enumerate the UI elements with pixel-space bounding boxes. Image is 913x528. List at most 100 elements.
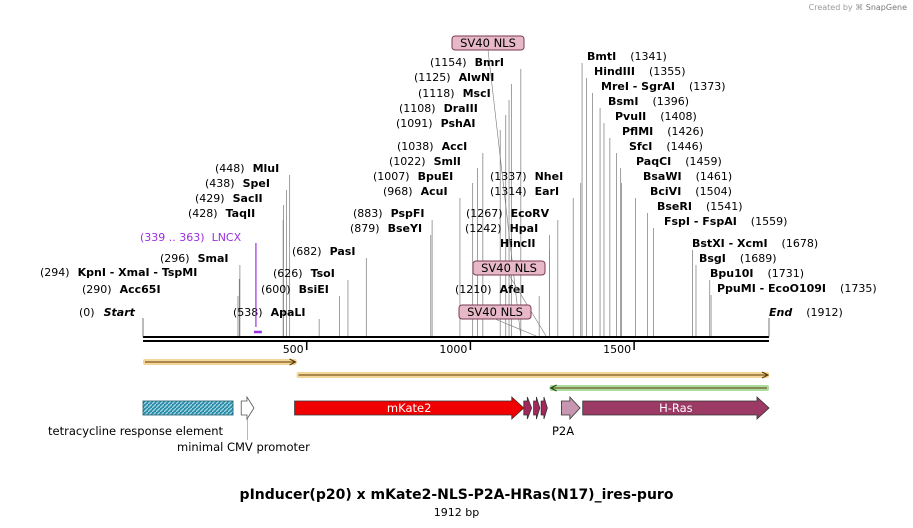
site-label: (682) PasI: [292, 245, 355, 258]
site-label: (1022) SmlI: [389, 155, 461, 168]
site-num: (1735): [840, 282, 877, 295]
site-name: PaqCI: [636, 155, 671, 168]
site-num: (296): [160, 252, 190, 265]
feature-label: minimal CMV promoter: [177, 440, 310, 454]
site-label: (626) TsoI: [273, 267, 335, 280]
feature-label: H-Ras: [659, 401, 693, 415]
site-name: PpuMI - EcoO109I: [717, 282, 826, 295]
site-num: (968): [383, 185, 413, 198]
site-label: PpuMI - EcoO109I (1735): [717, 282, 877, 295]
sequence-backbone: (0) Start End (1912): [79, 306, 843, 342]
site-num: (1396): [653, 95, 690, 108]
site-name: BsiEI: [299, 283, 329, 296]
site-label: (538) ApaLI: [233, 306, 306, 319]
site-label: (1242) HpaI: [465, 222, 538, 235]
site-num: (626): [273, 267, 303, 280]
site-num: (1314): [490, 185, 527, 198]
site-num: (1541): [706, 200, 743, 213]
site-num: (1731): [768, 267, 805, 280]
site-label: (1314) EarI: [490, 185, 559, 198]
nls-leader: [487, 49, 522, 338]
site-name: NheI: [535, 170, 564, 183]
site-label: BstXI - XcmI (1678): [692, 237, 818, 250]
site-label: PvuII (1408): [615, 110, 697, 123]
feature-arrow: [561, 395, 581, 421]
feature-label: P2A: [552, 424, 574, 438]
site-label: (290) Acc65I: [82, 283, 161, 296]
site-num: (1678): [782, 237, 819, 250]
site-label: BseRI (1541): [657, 200, 743, 213]
site-num: (682): [292, 245, 322, 258]
site-label: BsaWI (1461): [643, 170, 732, 183]
site-label: SfcI (1446): [629, 140, 703, 153]
feature-arrow: [294, 396, 525, 420]
site-name: ApaLI: [271, 306, 306, 319]
site-label: HincII: [500, 237, 536, 250]
site-name: HindIII: [594, 65, 635, 78]
feature-label: tetracycline response element: [48, 424, 224, 438]
site-label: (600) BsiEI: [261, 283, 329, 296]
site-label: (968) AcuI: [383, 185, 448, 198]
site-label: (883) PspFI: [353, 207, 425, 220]
lncx-label: (339 .. 363) LNCX: [140, 231, 242, 244]
site-label: (1210) AfeI: [455, 283, 524, 296]
end-name: End: [769, 306, 792, 319]
site-num: (1689): [740, 252, 777, 265]
site-name: BsmI: [608, 95, 639, 108]
site-name: HpaI: [510, 222, 539, 235]
site-label: PaqCI (1459): [636, 155, 722, 168]
sequence-length: 1912 bp: [433, 506, 480, 519]
site-name: BciVI: [650, 185, 681, 198]
site-label: (1108) DraIII: [399, 102, 478, 115]
site-label: (296) SmaI: [160, 252, 229, 265]
lncx-range: (339 .. 363): [140, 231, 205, 244]
site-name: TaqII: [226, 207, 256, 220]
site-name: HincII: [500, 237, 536, 250]
site-num: (1242): [465, 222, 502, 235]
site-num: (1355): [649, 65, 686, 78]
site-label: (1118) MscI: [418, 87, 491, 100]
site-name: MscI: [463, 87, 491, 100]
site-name: PspFI: [391, 207, 425, 220]
site-label: (294) KpnI - XmaI - TspMI: [40, 266, 197, 279]
ruler-tick-label: 500: [283, 343, 304, 356]
nls-leader: [494, 318, 539, 338]
site-num: (538): [233, 306, 263, 319]
start-name: Start: [104, 306, 136, 319]
site-num: (1210): [455, 283, 492, 296]
site-label: Bpu10I (1731): [710, 267, 804, 280]
start-label: (0) Start: [79, 306, 136, 319]
site-num: (883): [353, 207, 383, 220]
site-label: BmtI (1341): [587, 50, 667, 63]
site-name: EarI: [535, 185, 559, 198]
site-name: MluI: [253, 162, 280, 175]
site-num: (1373): [689, 80, 726, 93]
site-num: (1125): [414, 71, 451, 84]
site-num: (1459): [685, 155, 722, 168]
site-name: SmaI: [198, 252, 229, 265]
site-num: (1461): [696, 170, 733, 183]
ruler-tick-label: 1500: [603, 343, 631, 356]
site-num: (879): [350, 222, 380, 235]
site-label: (428) TaqII: [188, 207, 255, 220]
feature-arrow: [533, 396, 541, 420]
site-label: (1154)BmrI: [430, 56, 504, 69]
site-num: (1022): [389, 155, 426, 168]
site-num: (1341): [630, 50, 667, 63]
site-name: PshAI: [441, 117, 476, 130]
feature-label: mKate2: [387, 401, 432, 415]
site-label: (879) BseYI: [350, 222, 422, 235]
map-title: pInducer(p20) x mKate2-NLS-P2A-HRas(N17)…: [239, 487, 674, 503]
site-num: (294): [40, 266, 70, 279]
site-num: (1154): [430, 56, 467, 69]
orf-arrows: [143, 358, 770, 392]
site-num: (1118): [418, 87, 455, 100]
site-num: (1108): [399, 102, 436, 115]
start-num: (0): [79, 306, 95, 319]
site-name: AccI: [442, 140, 468, 153]
ruler-ticks: 500 1000 1500: [283, 341, 635, 356]
site-label: (1091) PshAI: [396, 117, 475, 130]
credit-prefix: Created by: [808, 3, 853, 12]
nls-label: SV40 NLS: [460, 36, 516, 50]
snapgene-logo-icon: ⌘: [855, 3, 864, 12]
